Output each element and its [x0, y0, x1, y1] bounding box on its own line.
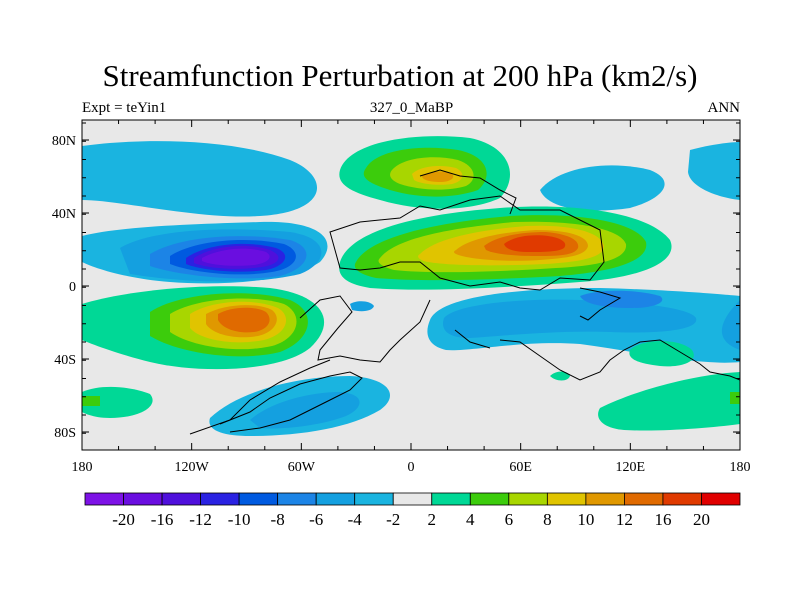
colorbar-label: 8: [543, 510, 552, 529]
y-tick-label: 0: [69, 280, 76, 295]
colorbar-swatch: [123, 492, 163, 506]
paleo-coastlines: [189, 169, 740, 435]
colorbar-swatch: [84, 492, 124, 506]
colorbar-label: 4: [466, 510, 475, 529]
colorbar: -20 -16 -12 -10 -8 -6 -4 -2 2 4 6 8 10 12 16 20: [84, 492, 741, 529]
colorbar-swatch: [392, 492, 433, 506]
colorbar-label: 16: [654, 510, 671, 529]
colorbar-swatch: [546, 492, 587, 506]
colorbar-swatch: [662, 492, 702, 506]
x-tick-label: 120E: [616, 460, 646, 475]
colorbar-label: -8: [271, 510, 285, 529]
x-axis: 180 120W 60W 0 60E 120E 180: [72, 120, 751, 475]
colorbar-label: -6: [309, 510, 323, 529]
colorbar-label: 2: [428, 510, 437, 529]
x-tick-label: 0: [408, 460, 415, 475]
x-tick-label: 180: [72, 460, 93, 475]
colorbar-label: -20: [112, 510, 135, 529]
colorbar-label: -2: [386, 510, 400, 529]
experiment-label: Expt = teYin1: [82, 100, 167, 116]
x-tick-label: 60E: [509, 460, 532, 475]
colorbar-swatch: [200, 492, 240, 506]
y-tick-label: 40S: [54, 353, 76, 368]
season-label: ANN: [707, 100, 741, 116]
colorbar-label: -12: [189, 510, 212, 529]
contour-n-pacific-negative: [82, 141, 318, 217]
plot-title: Streamfunction Perturbation at 200 hPa (…: [102, 58, 698, 93]
colorbar-swatch: [469, 492, 510, 506]
colorbar-label: -10: [228, 510, 251, 529]
x-tick-label: 120W: [175, 460, 210, 475]
colorbar-label: 10: [577, 510, 594, 529]
x-tick-label: 60W: [288, 460, 316, 475]
colorbar-swatch: [585, 492, 625, 506]
colorbar-label: -16: [151, 510, 174, 529]
colorbar-swatch: [161, 492, 201, 506]
colorbar-label: 6: [505, 510, 514, 529]
colorbar-swatch: [354, 492, 394, 506]
colorbar-swatch: [277, 492, 317, 506]
colorbar-swatch: [624, 492, 664, 506]
colorbar-label: -4: [348, 510, 363, 529]
colorbar-swatch: [701, 492, 741, 506]
case-label: 327_0_MaBP: [369, 100, 454, 116]
contour-map: [82, 120, 740, 450]
colorbar-label: 12: [616, 510, 633, 529]
x-tick-label: 180: [730, 460, 751, 475]
y-tick-label: 80N: [52, 134, 76, 149]
colorbar-swatch: [238, 492, 279, 506]
y-tick-label: 80S: [54, 426, 76, 441]
colorbar-swatch: [508, 492, 548, 506]
y-axis: 80N 40N 0 40S 80S: [52, 122, 740, 441]
y-tick-label: 40N: [52, 207, 76, 222]
colorbar-label: 20: [693, 510, 710, 529]
colorbar-swatch: [431, 492, 471, 506]
colorbar-swatch: [315, 492, 356, 506]
